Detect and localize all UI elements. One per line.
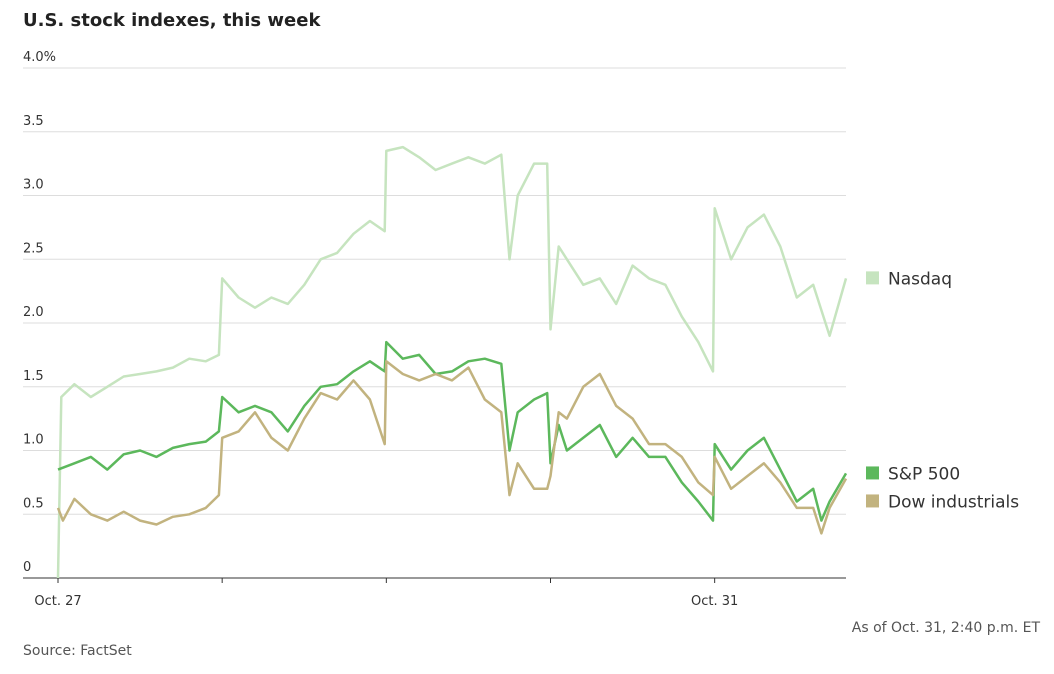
y-tick-label: 2.0: [23, 305, 44, 320]
y-tick-label: 1.0: [23, 433, 44, 448]
source: Source: FactSet: [23, 643, 132, 659]
y-tick-label: 4.0%: [23, 50, 56, 65]
y-tick-label: 2.5: [23, 241, 44, 256]
note: As of Oct. 31, 2:40 p.m. ET: [852, 620, 1041, 636]
legend-label: S&P 500: [888, 464, 960, 484]
legend-swatch: [866, 271, 879, 285]
y-tick-label: 3.5: [23, 114, 44, 129]
series-line: [57, 340, 848, 522]
chart-title: U.S. stock indexes, this week: [23, 10, 321, 31]
x-tick-label: Oct. 31: [691, 594, 738, 609]
y-tick-label: 3.0: [23, 178, 44, 193]
legend-swatch: [866, 494, 879, 508]
legend-label: Dow industrials: [888, 492, 1019, 512]
y-tick-label: 0.5: [23, 496, 44, 511]
series-line: [56, 145, 848, 579]
legend-swatch: [866, 466, 879, 480]
legend-label: Nasdaq: [888, 269, 952, 289]
y-tick-label: 1.5: [23, 369, 44, 384]
x-tick-label: Oct. 27: [34, 594, 81, 609]
series-line: [56, 360, 848, 535]
y-tick-label: 0: [23, 560, 31, 575]
